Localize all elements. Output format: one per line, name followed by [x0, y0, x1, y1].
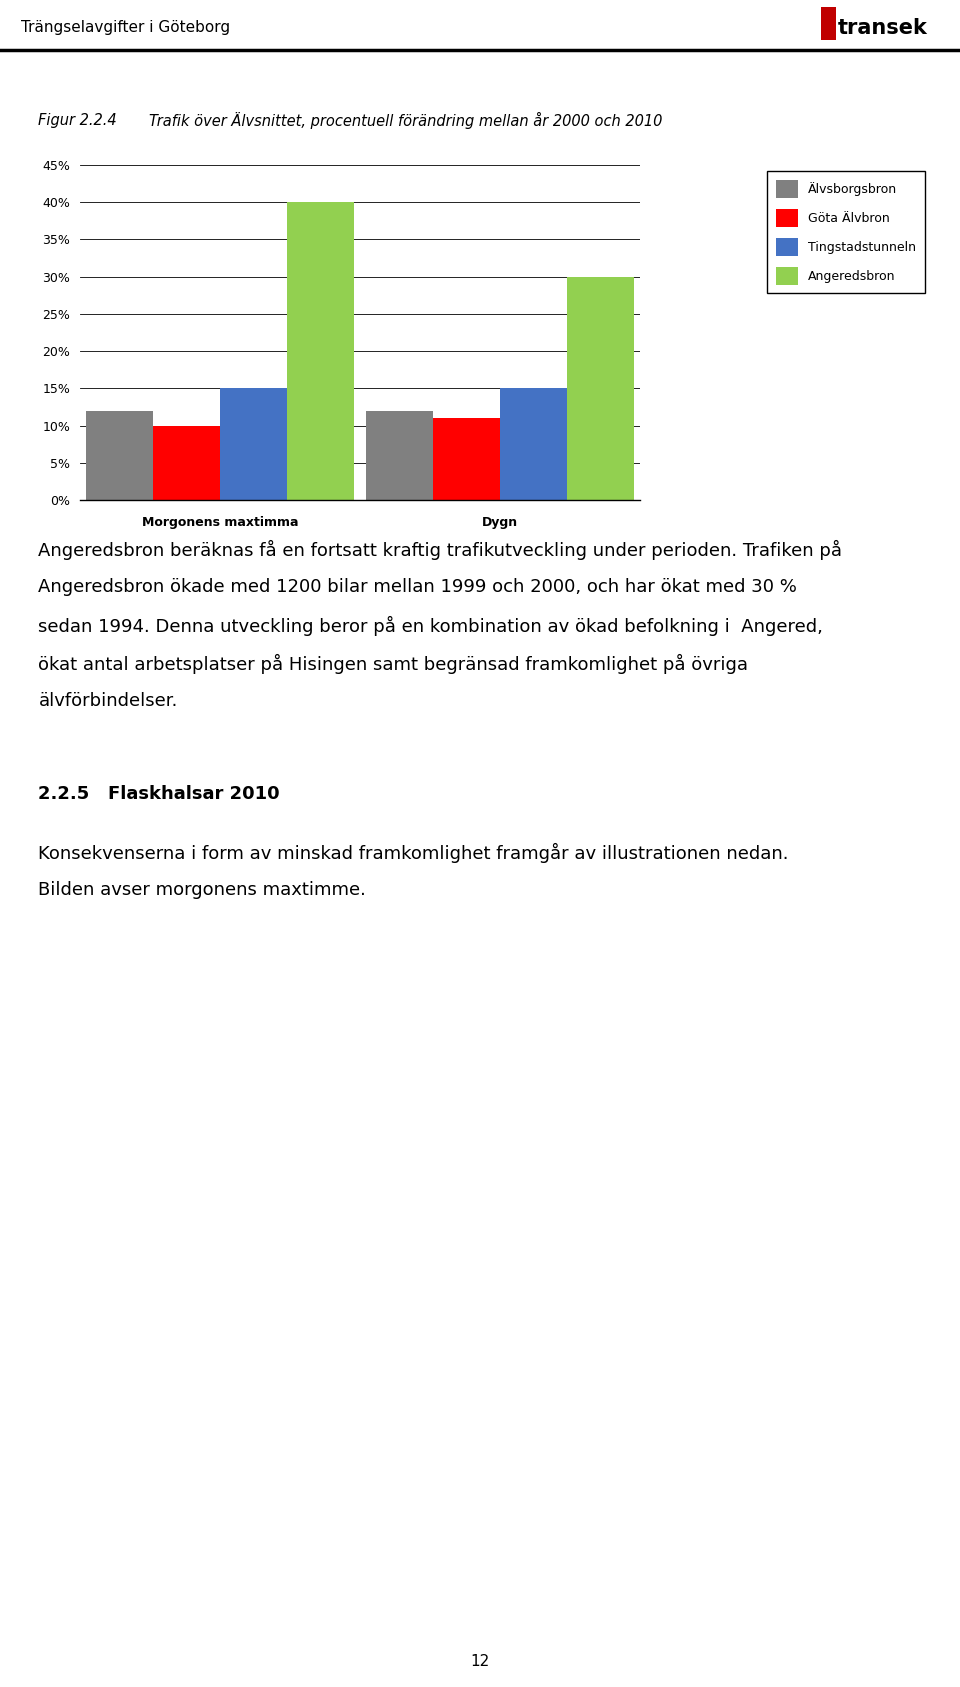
Text: Trängselavgifter i Göteborg: Trängselavgifter i Göteborg — [21, 20, 230, 35]
Bar — [220, 388, 287, 499]
Text: Bilden avser morgonens maxtimme.: Bilden avser morgonens maxtimme. — [38, 881, 367, 899]
Bar — [567, 277, 635, 499]
Bar — [153, 425, 220, 499]
Text: sedan 1994. Denna utveckling beror på en kombination av ökad befolkning i  Anger: sedan 1994. Denna utveckling beror på en… — [38, 616, 824, 636]
Text: älvförbindelser.: älvförbindelser. — [38, 692, 178, 710]
Bar — [366, 410, 433, 499]
Bar — [85, 410, 153, 499]
Bar — [433, 418, 500, 499]
Text: Konsekvenserna i form av minskad framkomlighet framgår av illustrationen nedan.: Konsekvenserna i form av minskad framkom… — [38, 844, 789, 864]
Bar — [287, 202, 354, 499]
Text: Trafik över Älvsnittet, procentuell förändring mellan år 2000 och 2010: Trafik över Älvsnittet, procentuell förä… — [149, 111, 662, 128]
Text: Figur 2.2.4: Figur 2.2.4 — [38, 113, 117, 128]
Text: transek: transek — [838, 17, 928, 37]
Text: Angeredsbron beräknas få en fortsatt kraftig trafikutveckling under perioden. Tr: Angeredsbron beräknas få en fortsatt kra… — [38, 540, 843, 560]
Bar — [821, 7, 836, 40]
Text: 2.2.5   Flaskhalsar 2010: 2.2.5 Flaskhalsar 2010 — [38, 784, 280, 803]
Text: ökat antal arbetsplatser på Hisingen samt begränsad framkomlighet på övriga: ökat antal arbetsplatser på Hisingen sam… — [38, 655, 749, 675]
Text: 12: 12 — [470, 1653, 490, 1668]
Text: Angeredsbron ökade med 1200 bilar mellan 1999 och 2000, och har ökat med 30 %: Angeredsbron ökade med 1200 bilar mellan… — [38, 579, 797, 596]
Bar — [500, 388, 567, 499]
Legend: Älvsborgsbron, Göta Älvbron, Tingstadstunneln, Angeredsbron: Älvsborgsbron, Göta Älvbron, Tingstadstu… — [767, 172, 924, 294]
